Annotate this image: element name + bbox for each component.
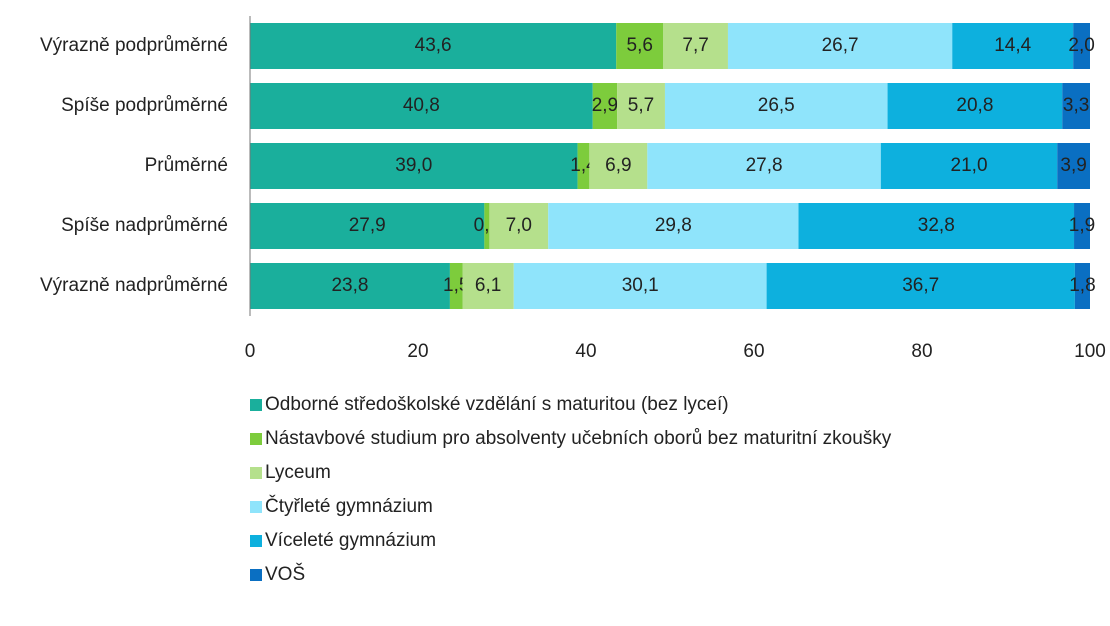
data-label: 1,9 xyxy=(1069,215,1095,236)
bar-segment xyxy=(766,263,1075,309)
bar-segment xyxy=(548,203,799,249)
bar-segment xyxy=(250,203,485,249)
legend-label: Nástavbové studium pro absolventy učební… xyxy=(265,428,892,449)
legend-swatch xyxy=(250,501,262,513)
data-label: 7,0 xyxy=(506,215,532,236)
bar-segment xyxy=(798,203,1075,249)
data-label: 26,7 xyxy=(822,35,859,56)
bar-segment xyxy=(1057,143,1090,189)
data-label: 27,9 xyxy=(349,215,386,236)
bar-segment xyxy=(1073,23,1090,69)
data-label: 21,0 xyxy=(951,155,988,176)
data-label: 20,8 xyxy=(956,95,993,116)
data-label: 23,8 xyxy=(331,275,368,296)
data-label: 27,8 xyxy=(746,155,783,176)
x-tick-label: 60 xyxy=(743,341,764,362)
y-tick-label: Spíše podprůměrné xyxy=(61,95,228,116)
bar-segment xyxy=(462,263,514,309)
bar-segment xyxy=(617,83,665,129)
bar-segment xyxy=(484,203,490,249)
y-tick-label: Průměrné xyxy=(145,155,228,176)
bar-segment xyxy=(489,203,549,249)
legend-swatch xyxy=(250,535,262,547)
bar-segment xyxy=(589,143,648,189)
bar-segment xyxy=(250,263,450,309)
bar-segment xyxy=(663,23,728,69)
x-tick-label: 40 xyxy=(575,341,596,362)
bar-segment xyxy=(250,23,617,69)
bar-segment xyxy=(577,143,590,189)
data-label: 5,7 xyxy=(628,95,654,116)
data-label: 2,9 xyxy=(592,95,618,116)
data-label: 1,8 xyxy=(1069,275,1095,296)
bar-segment xyxy=(1074,263,1090,309)
legend-swatch xyxy=(250,399,262,411)
legend-label: Lyceum xyxy=(265,462,331,483)
bar-segment xyxy=(250,83,593,129)
bar-segment xyxy=(887,83,1063,129)
bar-segment xyxy=(616,23,664,69)
bar-segment xyxy=(664,83,888,129)
x-tick-label: 80 xyxy=(911,341,932,362)
x-tick-label: 20 xyxy=(407,341,428,362)
data-label: 3,9 xyxy=(1060,155,1086,176)
legend-label: Čtyřleté gymnázium xyxy=(265,495,433,517)
legend-label: Odborné středoškolské vzdělání s maturit… xyxy=(265,394,729,415)
data-label: 30,1 xyxy=(622,275,659,296)
bar-segment xyxy=(449,263,463,309)
data-label: 29,8 xyxy=(655,215,692,236)
legend-swatch xyxy=(250,569,262,581)
data-label: 40,8 xyxy=(403,95,440,116)
x-tick-label: 100 xyxy=(1074,341,1106,362)
bar-segment xyxy=(1074,203,1090,249)
data-label: 32,8 xyxy=(918,215,955,236)
bar-segment xyxy=(592,83,618,129)
bar-segment xyxy=(647,143,881,189)
data-label: 5,6 xyxy=(627,35,653,56)
data-label: 6,1 xyxy=(475,275,501,296)
data-label: 3,3 xyxy=(1063,95,1089,116)
bar-segment xyxy=(880,143,1058,189)
legend-label: VOŠ xyxy=(265,563,305,585)
data-label: 36,7 xyxy=(902,275,939,296)
data-label: 7,7 xyxy=(682,35,708,56)
y-tick-label: Výrazně nadprůměrné xyxy=(40,275,228,296)
bar-segment xyxy=(727,23,953,69)
y-tick-label: Výrazně podprůměrné xyxy=(40,35,228,56)
data-label: 6,9 xyxy=(605,155,631,176)
data-label: 2,0 xyxy=(1068,35,1094,56)
bar-segment xyxy=(952,23,1074,69)
bar-segment xyxy=(513,263,767,309)
data-label: 14,4 xyxy=(994,35,1031,56)
data-label: 26,5 xyxy=(758,95,795,116)
bar-segment xyxy=(250,143,578,189)
bar-segment xyxy=(1062,83,1090,129)
data-label: 43,6 xyxy=(415,35,452,56)
x-tick-label: 0 xyxy=(245,341,256,362)
y-tick-label: Spíše nadprůměrné xyxy=(61,215,228,236)
data-label: 39,0 xyxy=(395,155,432,176)
legend-swatch xyxy=(250,433,262,445)
legend-swatch xyxy=(250,467,262,479)
legend-label: Víceleté gymnázium xyxy=(265,530,436,551)
